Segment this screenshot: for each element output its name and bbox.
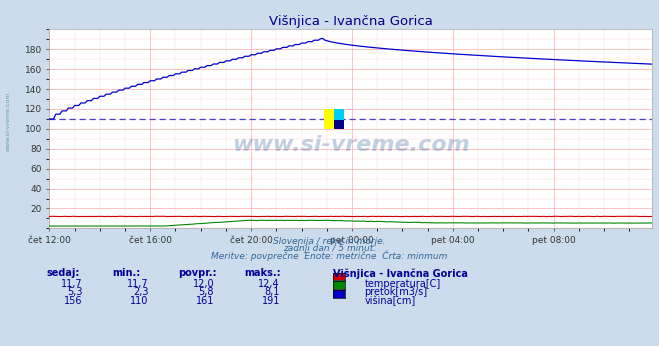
Text: 161: 161	[196, 296, 214, 306]
Text: 110: 110	[130, 296, 148, 306]
Text: 5,3: 5,3	[67, 287, 82, 297]
Text: višina[cm]: višina[cm]	[364, 296, 416, 306]
Text: www.si-vreme.com: www.si-vreme.com	[232, 135, 470, 155]
Text: 2,3: 2,3	[132, 287, 148, 297]
Text: 191: 191	[262, 296, 280, 306]
Text: Višnjica - Ivančna Gorica: Višnjica - Ivančna Gorica	[333, 268, 468, 279]
Text: 11,7: 11,7	[127, 279, 148, 289]
Text: zadnji dan / 5 minut.: zadnji dan / 5 minut.	[283, 244, 376, 253]
Text: pretok[m3/s]: pretok[m3/s]	[364, 287, 428, 297]
Text: povpr.:: povpr.:	[178, 268, 216, 278]
Text: 12,0: 12,0	[192, 279, 214, 289]
Text: www.si-vreme.com: www.si-vreme.com	[5, 91, 11, 151]
Text: Slovenija / reke in morje.: Slovenija / reke in morje.	[273, 237, 386, 246]
Text: 11,7: 11,7	[61, 279, 82, 289]
Bar	[333, 109, 344, 120]
Text: 156: 156	[64, 296, 82, 306]
Text: min.:: min.:	[112, 268, 140, 278]
Text: maks.:: maks.:	[244, 268, 281, 278]
Bar	[324, 109, 333, 129]
Text: 8,1: 8,1	[265, 287, 280, 297]
Text: 5,8: 5,8	[198, 287, 214, 297]
Text: sedaj:: sedaj:	[46, 268, 80, 278]
Text: Meritve: povprečne  Enote: metrične  Črta: minmum: Meritve: povprečne Enote: metrične Črta:…	[212, 251, 447, 261]
Title: Višnjica - Ivančna Gorica: Višnjica - Ivančna Gorica	[269, 15, 433, 28]
Text: temperatura[C]: temperatura[C]	[364, 279, 441, 289]
Text: 12,4: 12,4	[258, 279, 280, 289]
Bar	[333, 120, 344, 129]
